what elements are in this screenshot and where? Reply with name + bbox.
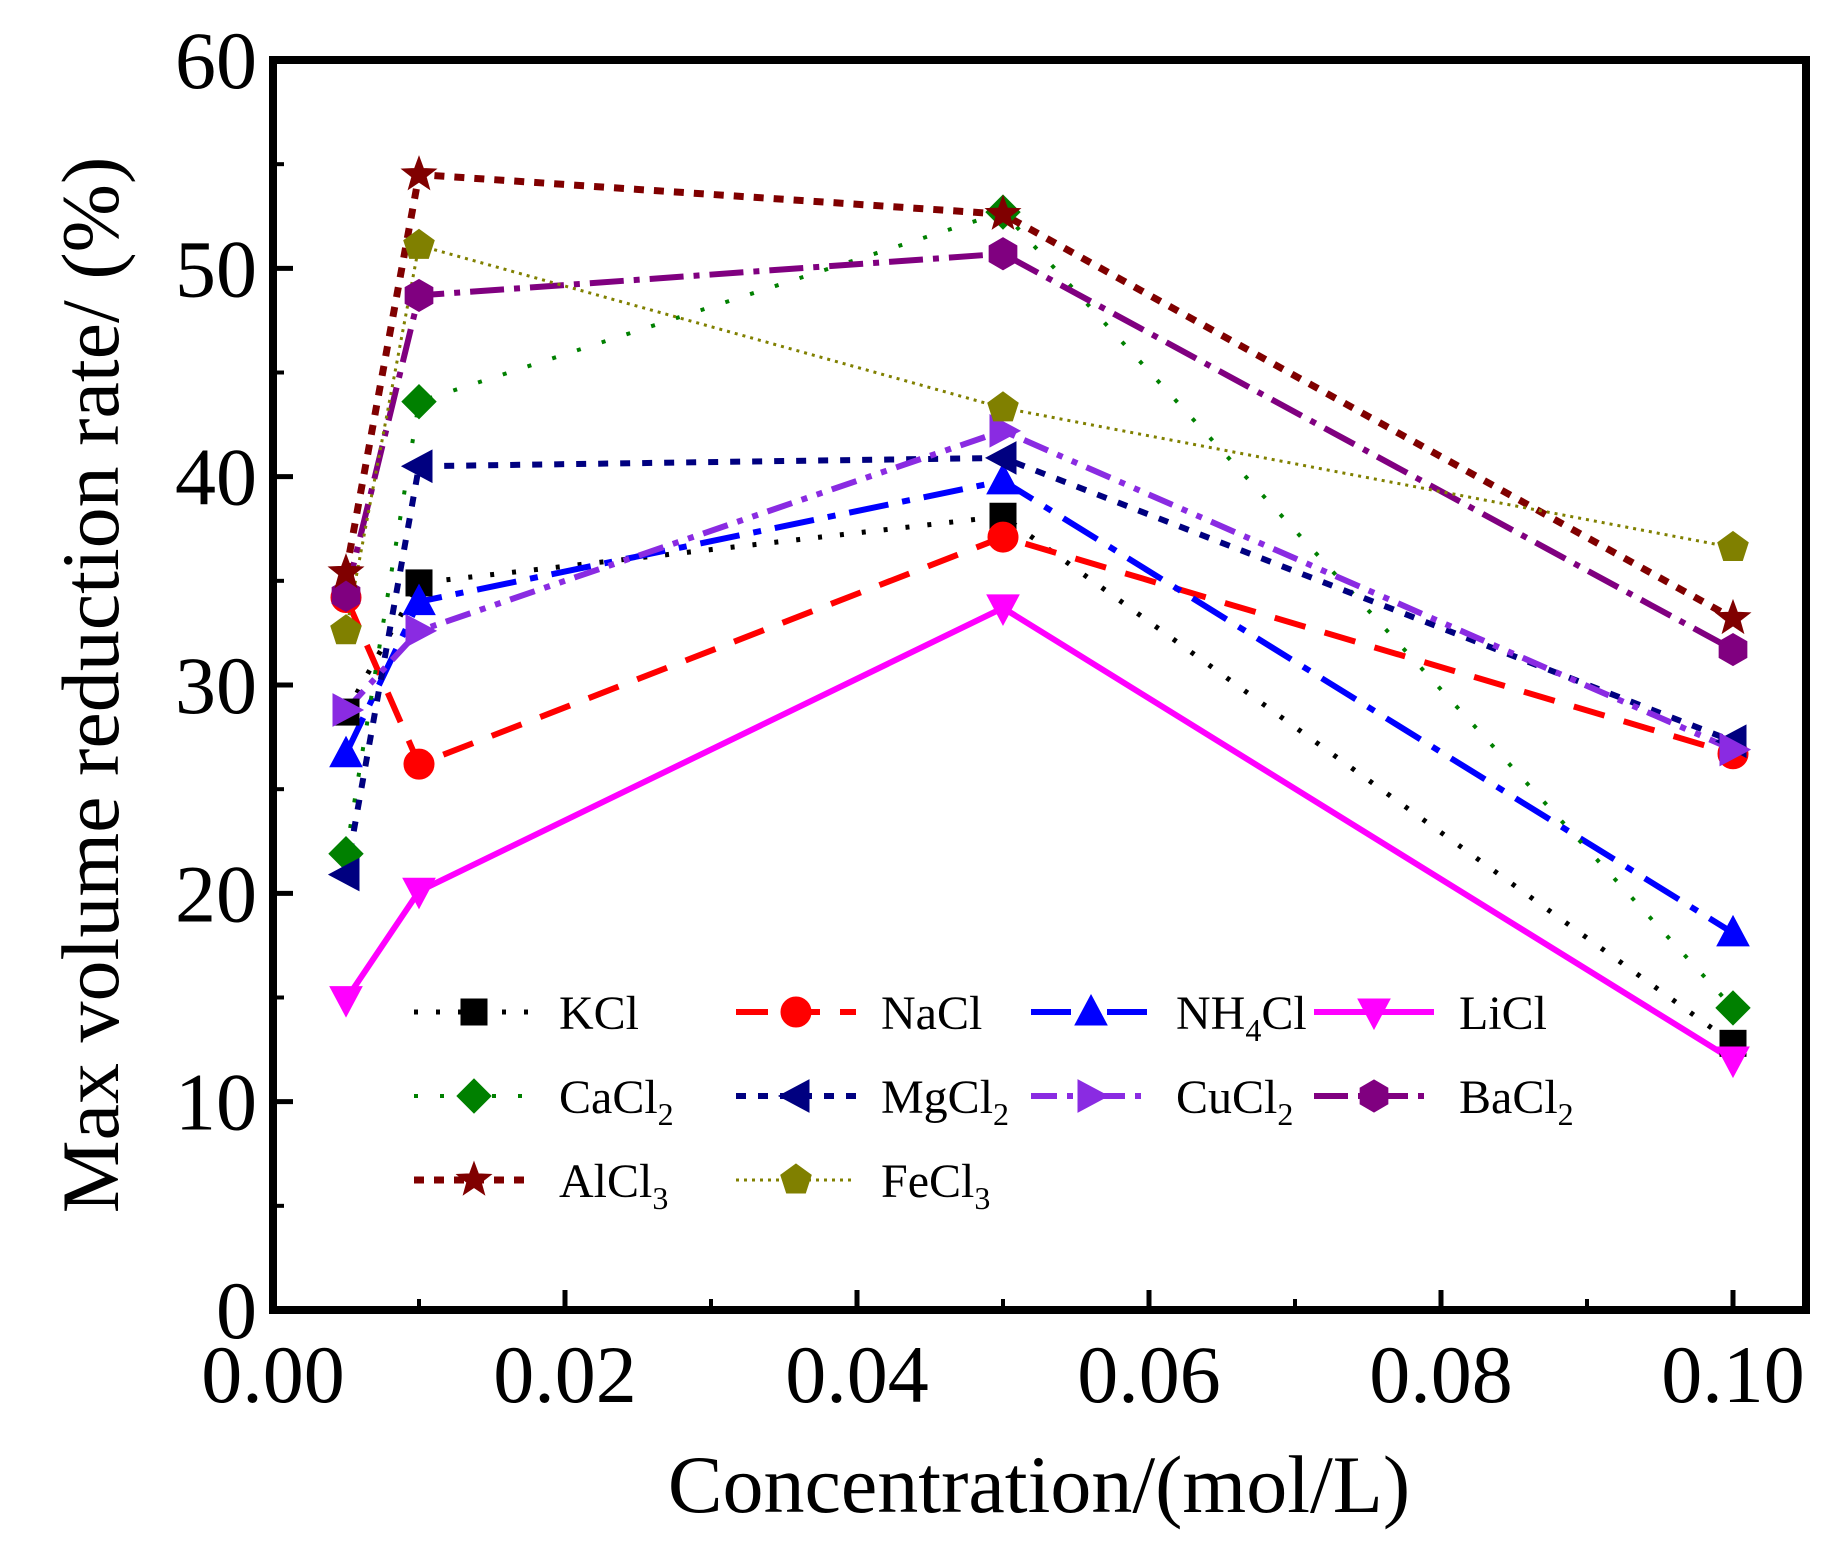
legend-marker-licl: [1357, 998, 1391, 1031]
data-point-nh4cl: [1716, 914, 1750, 947]
legend: KCl NaCl NH4Cl LiCl CaCl2 MgCl2 CuCl2 BaCl2 AlCl…: [414, 987, 1574, 1216]
data-point-nh4cl: [402, 583, 436, 616]
data-point-bacl2: [988, 237, 1018, 271]
y-tick-label: 30: [175, 640, 257, 731]
legend-label-cacl2: CaCl2: [559, 1071, 674, 1132]
legend-marker-bacl2: [1359, 1079, 1389, 1113]
x-tick-label: 0.08: [1369, 1329, 1513, 1420]
y-axis-title: Max volume reduction rate/ (%): [45, 157, 136, 1214]
data-point-licl: [402, 877, 436, 910]
legend-label-cucl2: CuCl2: [1176, 1071, 1293, 1132]
axis-ticks: 0.00 0.02 0.04 0.06 0.08 0.10 0 10 20 30 40 50 60: [175, 15, 1805, 1420]
legend-item-bacl2: BaCl2: [1314, 1071, 1574, 1132]
legend-label-fecl3: FeCl3: [881, 1155, 990, 1216]
data-point-alcl3: [1714, 598, 1752, 635]
data-point-cucl2: [989, 414, 1022, 448]
data-point-nh4cl: [986, 462, 1020, 495]
series-line-fecl3: [344, 243, 1734, 632]
data-point-nacl: [403, 748, 435, 780]
data-point-fecl3: [987, 391, 1019, 422]
series-lines: [342, 171, 1735, 1063]
data-point-fecl3: [1717, 530, 1749, 561]
plot-frame: [269, 56, 1810, 1314]
data-point-fecl3: [403, 228, 435, 259]
legend-label-licl: LiCl: [1459, 987, 1547, 1040]
legend-item-nacl: NaCl: [736, 987, 982, 1040]
legend-marker-nh4cl: [1074, 993, 1108, 1026]
data-point-nacl: [987, 521, 1019, 553]
y-tick-label: 40: [175, 432, 257, 523]
data-point-licl: [986, 594, 1020, 626]
legend-item-alcl3: AlCl3: [414, 1155, 668, 1216]
legend-item-licl: LiCl: [1314, 987, 1547, 1040]
legend-marker-cacl2: [456, 1078, 492, 1114]
data-point-alcl3: [400, 155, 438, 191]
data-point-mgcl2: [327, 857, 360, 892]
x-tick-label: 0.02: [493, 1329, 637, 1420]
legend-label-mgcl2: MgCl2: [881, 1071, 1009, 1132]
data-point-bacl2: [404, 278, 434, 312]
data-point-mgcl2: [984, 441, 1017, 475]
legend-label-bacl2: BaCl2: [1459, 1071, 1574, 1132]
legend-marker-nacl: [780, 996, 812, 1028]
x-tick-label: 0.04: [785, 1329, 929, 1420]
legend-label-nh4cl: NH4Cl: [1176, 987, 1307, 1048]
legend-marker-mgcl2: [777, 1079, 810, 1113]
y-tick-label: 60: [175, 15, 257, 106]
legend-item-nh4cl: NH4Cl: [1031, 987, 1307, 1048]
legend-label-alcl3: AlCl3: [559, 1155, 668, 1216]
x-tick-label: 0.06: [1077, 1329, 1221, 1420]
legend-marker-kcl: [460, 998, 488, 1026]
data-point-licl: [329, 986, 363, 1018]
y-tick-label: 50: [175, 223, 257, 314]
x-axis-title: Concentration/(mol/L): [668, 1439, 1410, 1530]
legend-label-nacl: NaCl: [881, 987, 982, 1040]
y-tick-label: 10: [175, 1057, 257, 1148]
data-point-cucl2: [405, 613, 438, 648]
series-line-kcl: [343, 513, 1735, 1046]
y-tick-label: 0: [216, 1265, 257, 1356]
data-point-bacl2: [331, 578, 361, 612]
legend-item-fecl3: FeCl3: [736, 1155, 990, 1216]
data-point-cacl2: [401, 383, 437, 420]
series-line-cucl2: [343, 427, 1735, 753]
y-tick-label: 20: [175, 848, 257, 939]
x-tick-label: 0.00: [201, 1329, 345, 1420]
series-line-licl: [343, 604, 1735, 1063]
legend-marker-cucl2: [1077, 1079, 1110, 1113]
legend-marker-alcl3: [455, 1160, 493, 1196]
data-point-nh4cl: [329, 735, 363, 768]
data-point-cucl2: [332, 693, 365, 727]
legend-item-kcl: KCl: [414, 987, 639, 1040]
data-point-mgcl2: [400, 449, 433, 484]
series-markers: [327, 155, 1752, 1079]
series-line-alcl3: [342, 171, 1735, 622]
legend-label-kcl: KCl: [559, 987, 639, 1040]
data-point-alcl3: [984, 194, 1022, 230]
data-point-bacl2: [1718, 633, 1748, 667]
data-point-cucl2: [1719, 732, 1752, 767]
legend-item-cacl2: CaCl2: [414, 1071, 674, 1132]
data-point-cacl2: [1715, 990, 1751, 1026]
x-tick-label: 0.10: [1661, 1329, 1805, 1420]
legend-item-mgcl2: MgCl2: [736, 1071, 1009, 1132]
legend-marker-fecl3: [780, 1163, 812, 1194]
data-point-licl: [1716, 1046, 1750, 1079]
data-point-fecl3: [330, 614, 362, 645]
series-line-bacl2: [343, 250, 1735, 653]
legend-item-cucl2: CuCl2: [1031, 1071, 1293, 1132]
data-point-alcl3: [327, 553, 365, 589]
series-line-nacl: [343, 534, 1734, 768]
